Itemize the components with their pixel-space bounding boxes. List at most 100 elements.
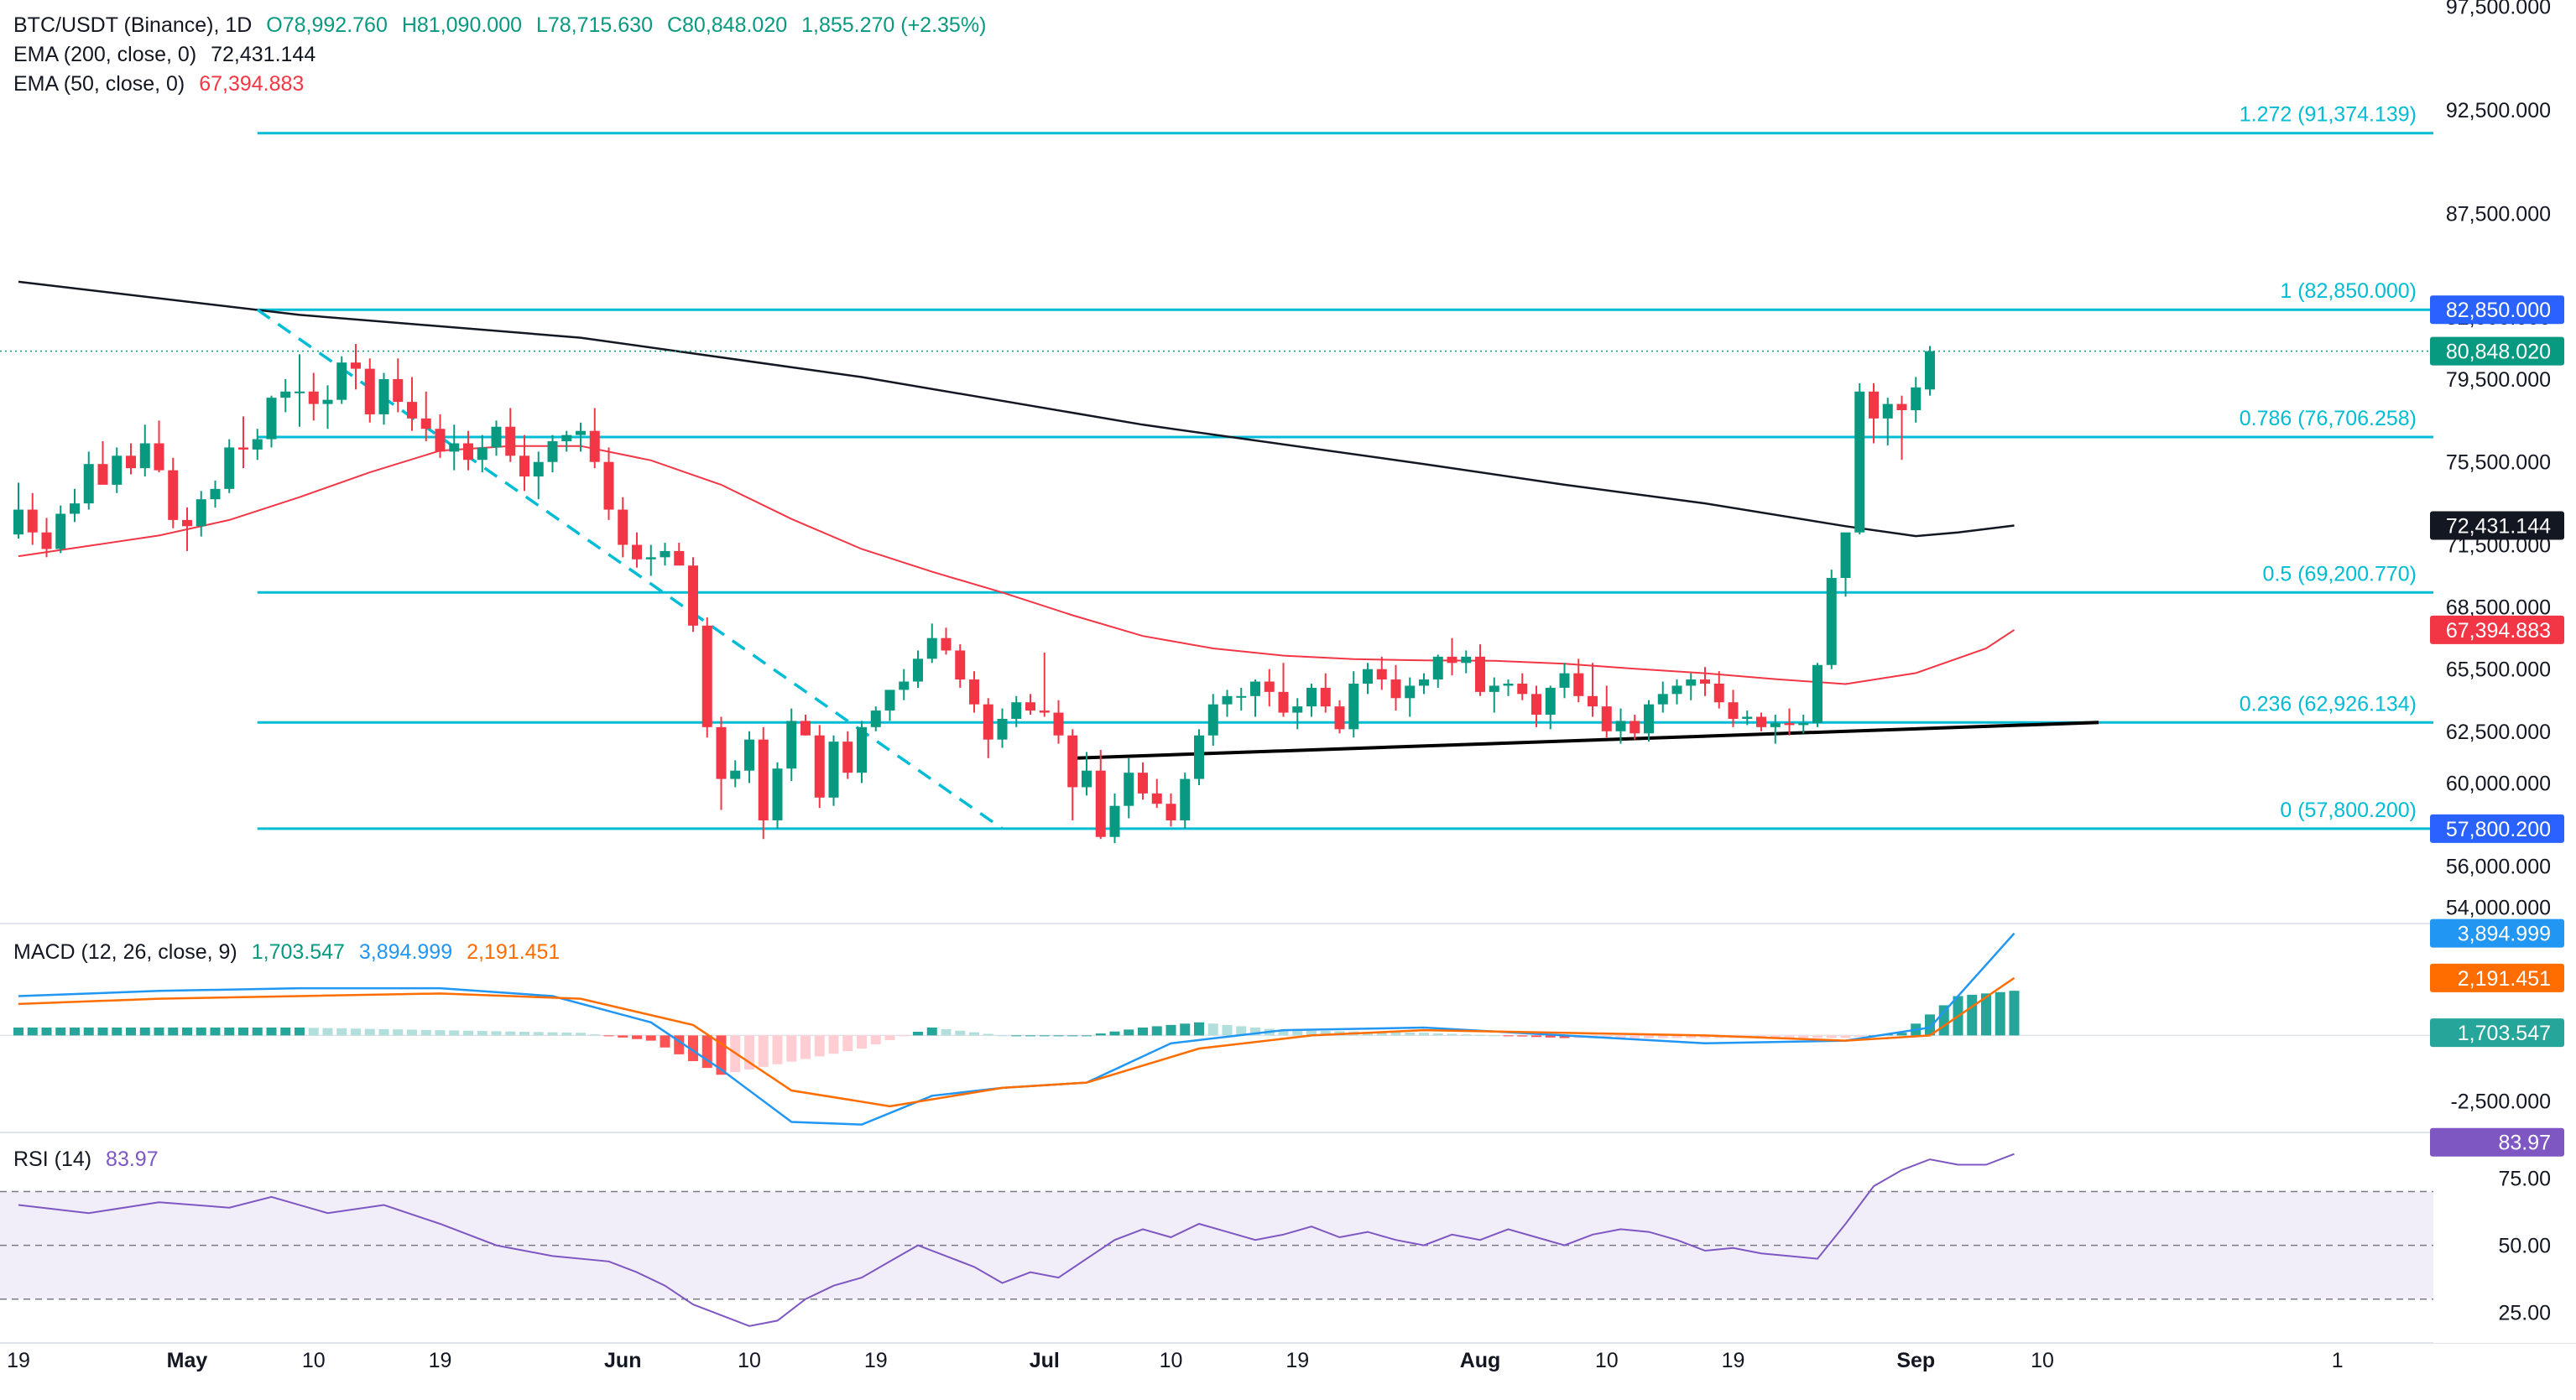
macd-histogram-bar bbox=[1039, 1035, 1050, 1037]
candle-body bbox=[210, 488, 221, 500]
candle-body bbox=[701, 625, 712, 727]
candle-body bbox=[55, 513, 66, 549]
ema50-line bbox=[18, 445, 2015, 685]
candle-body bbox=[1644, 704, 1654, 734]
candle-body bbox=[1896, 403, 1907, 410]
time-axis-label: Jun bbox=[604, 1349, 641, 1372]
macd-histogram-bar bbox=[1475, 1034, 1485, 1036]
price-tick-label: 60,000.000 bbox=[2446, 773, 2551, 796]
rsi-value: 83.97 bbox=[106, 1148, 159, 1171]
price-axis-background bbox=[2433, 0, 2576, 1343]
macd-histogram-bar bbox=[899, 1035, 910, 1037]
candle-body bbox=[70, 503, 80, 514]
candle-body bbox=[1559, 673, 1570, 688]
candle-body bbox=[168, 470, 179, 520]
signal-tag-box bbox=[2430, 963, 2564, 992]
price-tag-box bbox=[2430, 814, 2564, 843]
candle-body bbox=[505, 426, 516, 456]
rsi-label: RSI (14) bbox=[13, 1148, 92, 1171]
candle-body bbox=[1671, 685, 1682, 695]
rsi-tick-label: 50.00 bbox=[2498, 1235, 2551, 1258]
candle-body bbox=[393, 378, 404, 403]
macd-histogram-bar bbox=[1826, 1035, 1837, 1038]
candle-body bbox=[1095, 770, 1106, 837]
macd-histogram-bar bbox=[758, 1035, 769, 1067]
candle-body bbox=[13, 509, 23, 535]
macd-histogram-bar bbox=[449, 1030, 460, 1036]
candle-body bbox=[224, 447, 235, 489]
time-axis-label: 10 bbox=[738, 1349, 761, 1372]
macd-histogram-bar bbox=[1967, 994, 1978, 1036]
macd-histogram-bar bbox=[1151, 1026, 1162, 1036]
macd-histogram-bar bbox=[618, 1035, 628, 1038]
candle-body bbox=[477, 447, 488, 461]
macd-histogram-bar bbox=[112, 1028, 123, 1036]
candle-body bbox=[1686, 679, 1697, 686]
candle-body bbox=[547, 441, 558, 462]
candle-body bbox=[618, 509, 628, 545]
macd-histogram-bar bbox=[55, 1028, 66, 1036]
macd-histogram-bar bbox=[182, 1028, 192, 1036]
candle-body bbox=[1489, 685, 1499, 692]
time-axis-label: 19 bbox=[864, 1349, 888, 1372]
macd-histogram-bar bbox=[857, 1035, 867, 1049]
candle-body bbox=[295, 391, 305, 393]
macd-histogram-bar bbox=[1390, 1032, 1401, 1036]
ema50-legend: EMA (50, close, 0) 67,394.883 bbox=[13, 72, 312, 96]
rsi-tick-label: 75.00 bbox=[2498, 1167, 2551, 1190]
candle-body bbox=[1657, 694, 1668, 705]
macd-histogram-bar bbox=[1615, 1035, 1626, 1038]
candle-body bbox=[1292, 706, 1303, 713]
candle-body bbox=[955, 650, 966, 680]
price-tick-label: 75,500.000 bbox=[2446, 451, 2551, 475]
fib-level-label: 0.786 (76,706.258) bbox=[2240, 407, 2417, 430]
ema200-legend: EMA (200, close, 0) 72,431.144 bbox=[13, 43, 324, 67]
candle-body bbox=[983, 704, 993, 740]
candle-body bbox=[1742, 716, 1753, 719]
macd-histogram-bar bbox=[308, 1028, 319, 1036]
candle-body bbox=[1756, 716, 1766, 727]
candle-body bbox=[1812, 664, 1822, 723]
macd-tag: 3,894.999 bbox=[2458, 923, 2551, 946]
candle-body bbox=[1588, 695, 1598, 707]
ema200-line bbox=[18, 280, 2015, 538]
price-tag-box bbox=[2430, 295, 2564, 325]
candle-body bbox=[884, 690, 895, 711]
candle-body bbox=[1082, 770, 1092, 788]
macd-histogram-bar bbox=[435, 1030, 446, 1036]
candle-body bbox=[1461, 656, 1472, 664]
candle-body bbox=[308, 391, 319, 404]
macd-histogram-bar bbox=[1489, 1035, 1499, 1037]
candle-body bbox=[280, 391, 291, 398]
rsi-line bbox=[18, 1153, 2015, 1327]
macd-histogram-bar bbox=[83, 1028, 94, 1036]
macd-histogram-bar bbox=[688, 1035, 698, 1061]
macd-histogram-bar bbox=[252, 1028, 263, 1036]
rsi-legend: RSI (14) 83.97 bbox=[13, 1148, 167, 1172]
candle-body bbox=[1573, 673, 1584, 696]
macd-histogram-bar bbox=[1250, 1028, 1260, 1036]
symbol-legend: BTC/USDT (Binance), 1D O78,992.760 H81,0… bbox=[13, 13, 994, 38]
candle-body bbox=[97, 464, 108, 485]
price-tick-label: 97,500.000 bbox=[2446, 0, 2551, 18]
candle-body bbox=[1601, 706, 1612, 731]
candle-body bbox=[969, 679, 979, 705]
macd-histogram-bar bbox=[1854, 1035, 1865, 1037]
candle-body bbox=[1165, 804, 1176, 820]
macd-histogram-bar bbox=[701, 1035, 712, 1069]
candle-body bbox=[786, 721, 797, 769]
candle-body bbox=[1348, 683, 1359, 730]
candle-body bbox=[1770, 722, 1781, 727]
macd-histogram-bar bbox=[772, 1035, 783, 1064]
candle-body bbox=[519, 455, 529, 477]
candle-body bbox=[351, 362, 361, 369]
price-tag: 82,850.000 bbox=[2446, 299, 2551, 322]
candle-body bbox=[1869, 391, 1879, 419]
price-tick-label: 79,500.000 bbox=[2446, 368, 2551, 392]
candle-body bbox=[435, 429, 446, 452]
macd-histogram-bar bbox=[519, 1032, 529, 1036]
support-trendline bbox=[1072, 721, 2099, 760]
time-axis-label: 10 bbox=[1595, 1349, 1619, 1372]
macd-histogram-bar bbox=[224, 1028, 235, 1036]
